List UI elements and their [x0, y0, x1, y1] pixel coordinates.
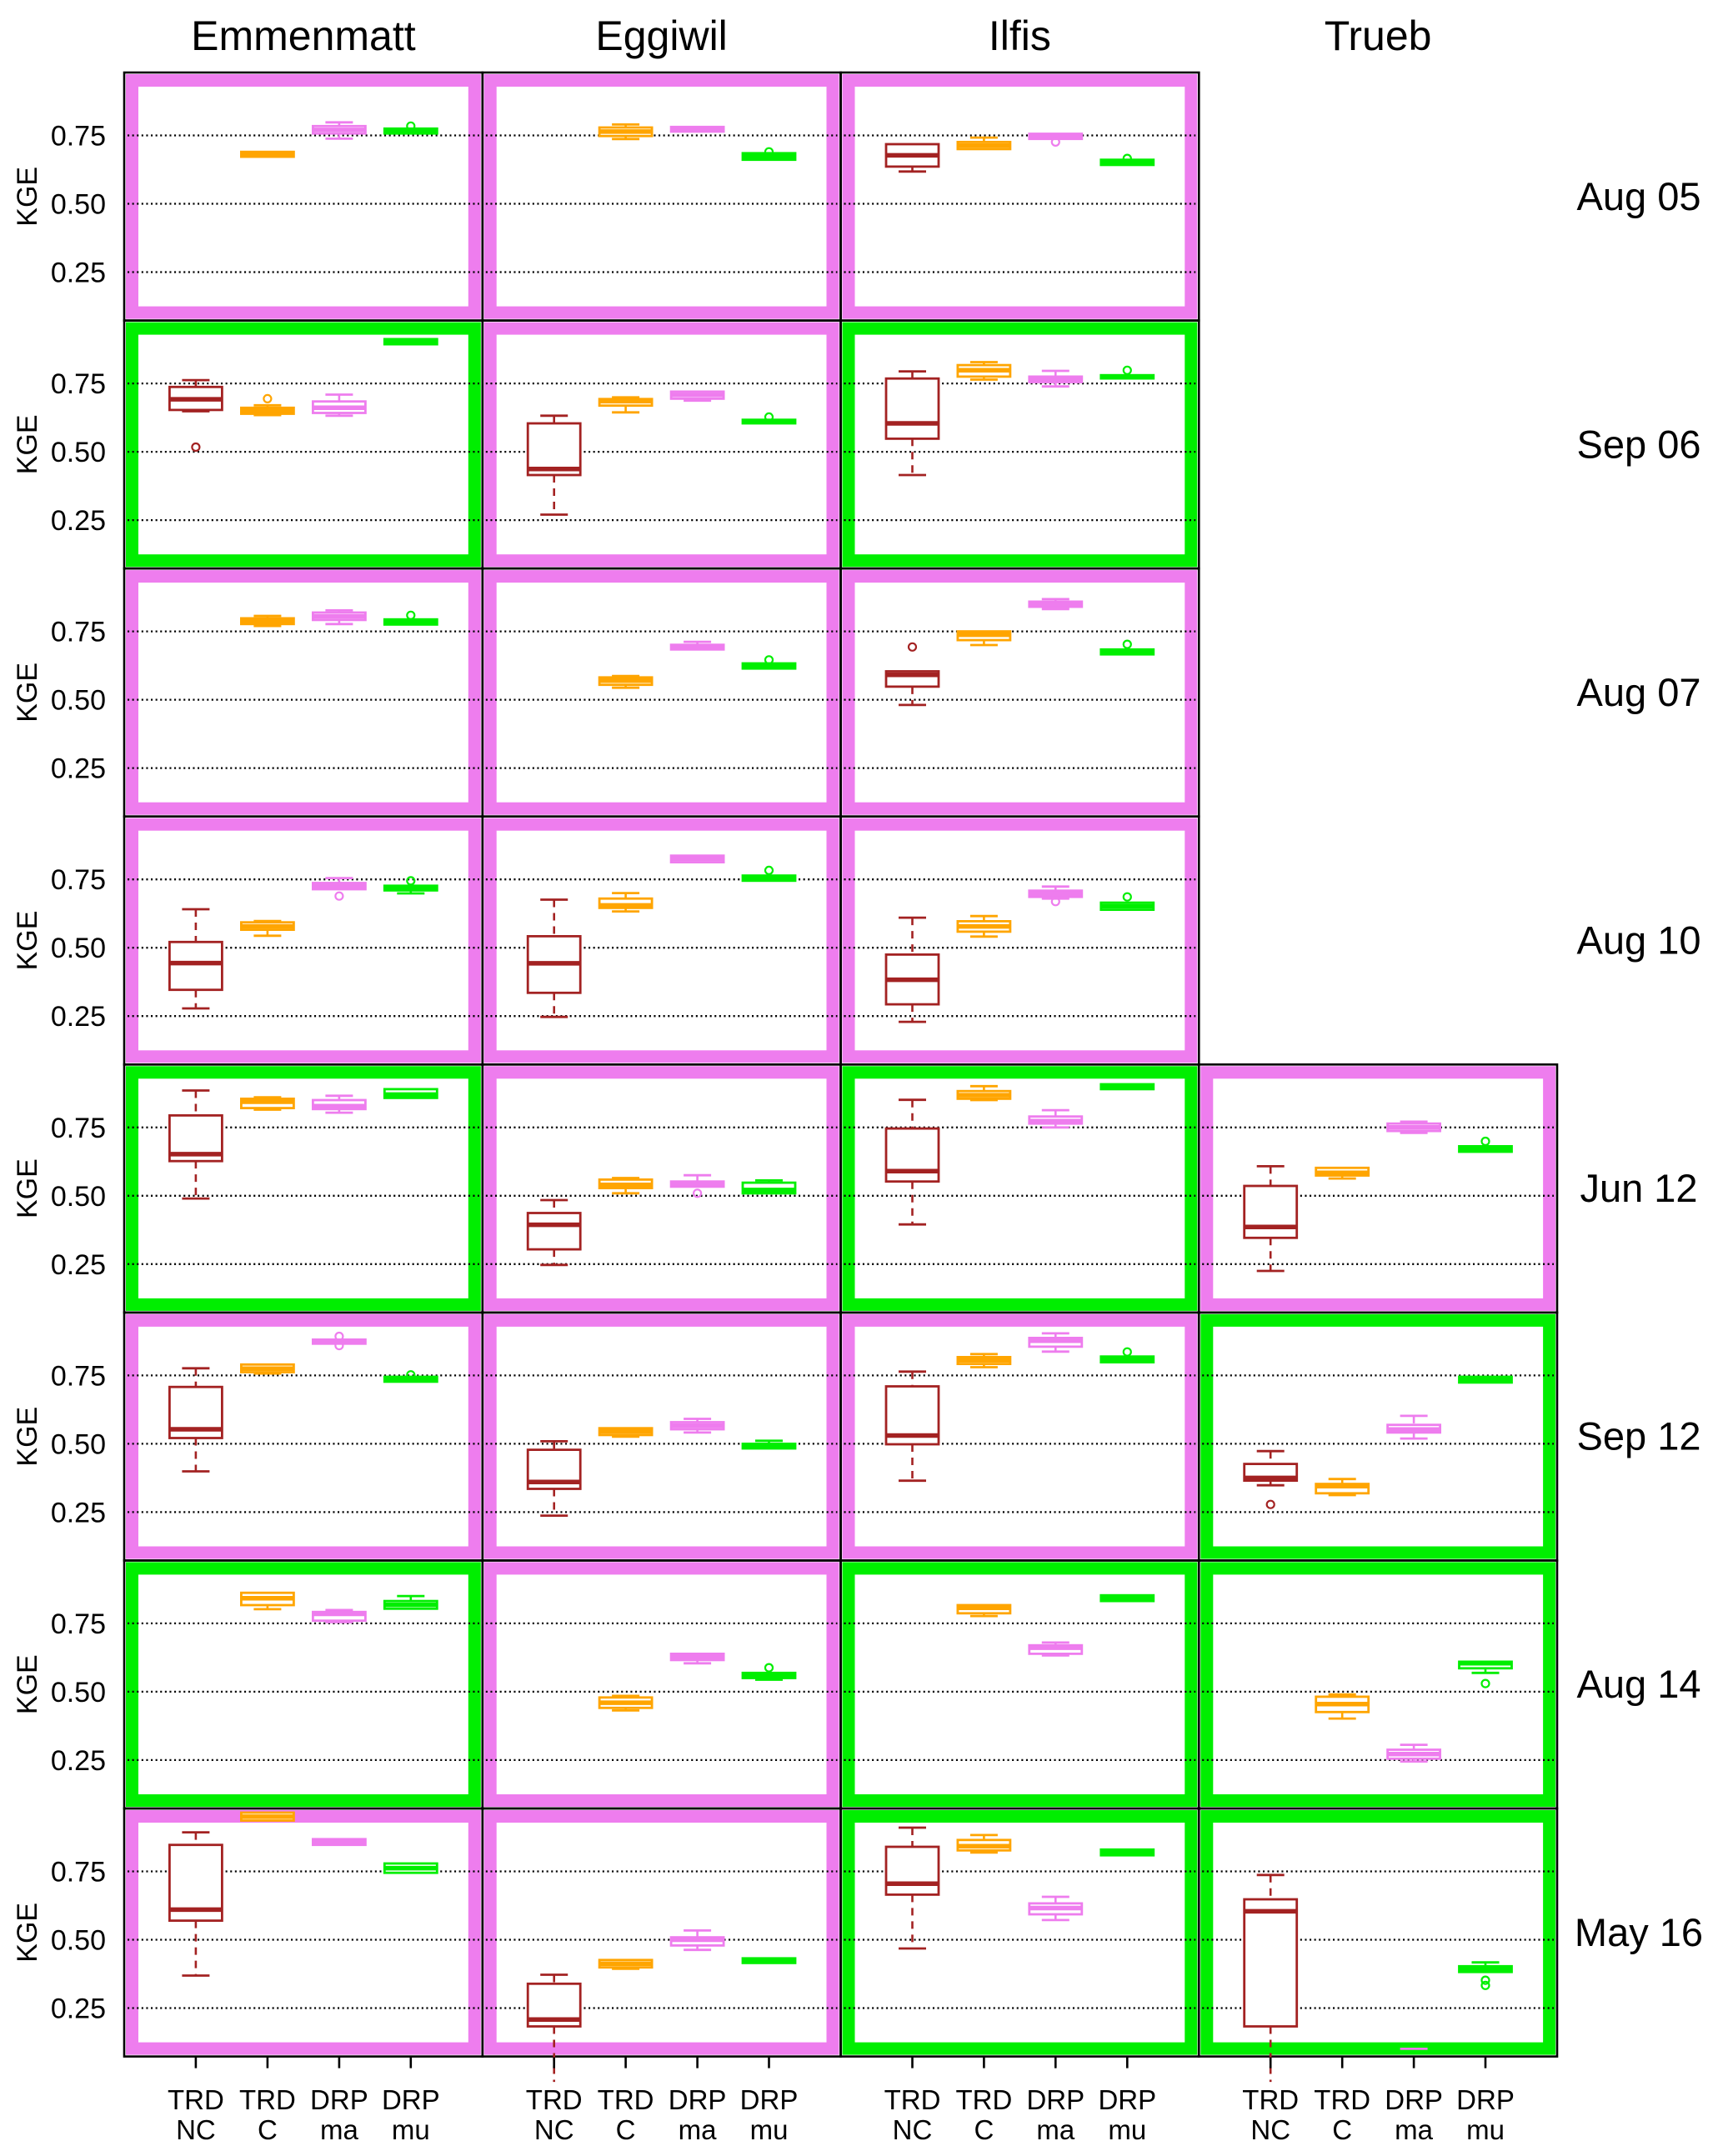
svg-text:0.50: 0.50 — [51, 685, 106, 717]
svg-text:0.25: 0.25 — [51, 1001, 106, 1033]
svg-text:0.75: 0.75 — [51, 1857, 106, 1888]
svg-text:NC: NC — [534, 2114, 574, 2145]
svg-text:Aug 10: Aug 10 — [1577, 918, 1701, 963]
svg-text:Aug 05: Aug 05 — [1577, 174, 1701, 218]
svg-text:KGE: KGE — [12, 1158, 43, 1218]
svg-text:C: C — [1332, 2114, 1352, 2145]
svg-text:DRP: DRP — [669, 2084, 727, 2115]
svg-text:0.50: 0.50 — [51, 437, 106, 468]
svg-text:ma: ma — [1036, 2114, 1074, 2145]
svg-text:KGE: KGE — [12, 1654, 43, 1714]
svg-text:C: C — [974, 2114, 994, 2145]
svg-text:KGE: KGE — [12, 1903, 43, 1963]
svg-text:0.25: 0.25 — [51, 258, 106, 289]
svg-text:DRP: DRP — [310, 2084, 368, 2115]
svg-text:0.25: 0.25 — [51, 505, 106, 537]
svg-text:Sep 06: Sep 06 — [1577, 422, 1701, 466]
svg-text:May 16: May 16 — [1575, 1910, 1703, 1954]
svg-text:0.25: 0.25 — [51, 753, 106, 785]
svg-text:mu: mu — [750, 2114, 789, 2145]
svg-text:TRD: TRD — [884, 2084, 941, 2115]
svg-text:mu: mu — [1466, 2114, 1505, 2145]
svg-text:NC: NC — [176, 2114, 216, 2145]
svg-text:DRP: DRP — [740, 2084, 799, 2115]
svg-text:NC: NC — [893, 2114, 933, 2145]
svg-text:ma: ma — [1395, 2114, 1433, 2145]
svg-text:0.50: 0.50 — [51, 1428, 106, 1460]
svg-text:0.50: 0.50 — [51, 189, 106, 221]
svg-text:Trueb: Trueb — [1325, 13, 1432, 59]
svg-text:Aug 14: Aug 14 — [1577, 1662, 1701, 1706]
svg-text:TRD: TRD — [1314, 2084, 1370, 2115]
svg-text:0.75: 0.75 — [51, 1113, 106, 1144]
svg-text:0.75: 0.75 — [51, 617, 106, 648]
svg-text:KGE: KGE — [12, 911, 43, 971]
svg-text:0.50: 0.50 — [51, 1677, 106, 1708]
svg-text:DRP: DRP — [1456, 2084, 1515, 2115]
svg-text:DRP: DRP — [1385, 2084, 1443, 2115]
svg-text:Jun 12: Jun 12 — [1580, 1166, 1697, 1210]
svg-text:0.25: 0.25 — [51, 1497, 106, 1528]
svg-text:C: C — [258, 2114, 278, 2145]
svg-text:0.75: 0.75 — [51, 864, 106, 896]
svg-text:0.50: 0.50 — [51, 933, 106, 964]
svg-text:TRD: TRD — [168, 2084, 224, 2115]
svg-text:mu: mu — [1108, 2114, 1146, 2145]
svg-text:0.75: 0.75 — [51, 1360, 106, 1392]
svg-text:KGE: KGE — [12, 167, 43, 227]
svg-text:0.75: 0.75 — [51, 1608, 106, 1640]
svg-text:0.50: 0.50 — [51, 1925, 106, 1957]
svg-text:DRP: DRP — [1098, 2084, 1156, 2115]
svg-text:0.25: 0.25 — [51, 1745, 106, 1777]
svg-text:0.25: 0.25 — [51, 1249, 106, 1281]
svg-text:Aug 07: Aug 07 — [1577, 670, 1701, 714]
svg-text:Sep 12: Sep 12 — [1577, 1414, 1701, 1458]
svg-text:TRD: TRD — [1242, 2084, 1299, 2115]
svg-text:DRP: DRP — [1026, 2084, 1084, 2115]
svg-text:ma: ma — [320, 2114, 358, 2145]
svg-text:Eggiwil: Eggiwil — [595, 13, 727, 59]
svg-text:NC: NC — [1250, 2114, 1290, 2145]
svg-text:KGE: KGE — [12, 663, 43, 723]
svg-text:0.25: 0.25 — [51, 1993, 106, 2025]
svg-text:TRD: TRD — [239, 2084, 296, 2115]
svg-text:TRD: TRD — [955, 2084, 1012, 2115]
svg-text:Emmenmatt: Emmenmatt — [191, 13, 416, 59]
svg-text:TRD: TRD — [598, 2084, 654, 2115]
svg-text:0.75: 0.75 — [51, 368, 106, 400]
svg-text:TRD: TRD — [526, 2084, 583, 2115]
svg-text:KGE: KGE — [12, 1407, 43, 1467]
svg-text:0.50: 0.50 — [51, 1181, 106, 1213]
svg-text:KGE: KGE — [12, 414, 43, 474]
svg-text:C: C — [616, 2114, 636, 2145]
svg-text:ma: ma — [679, 2114, 717, 2145]
svg-text:Ilfis: Ilfis — [989, 13, 1051, 59]
svg-text:0.75: 0.75 — [51, 121, 106, 153]
svg-text:mu: mu — [392, 2114, 430, 2145]
svg-text:DRP: DRP — [382, 2084, 440, 2115]
